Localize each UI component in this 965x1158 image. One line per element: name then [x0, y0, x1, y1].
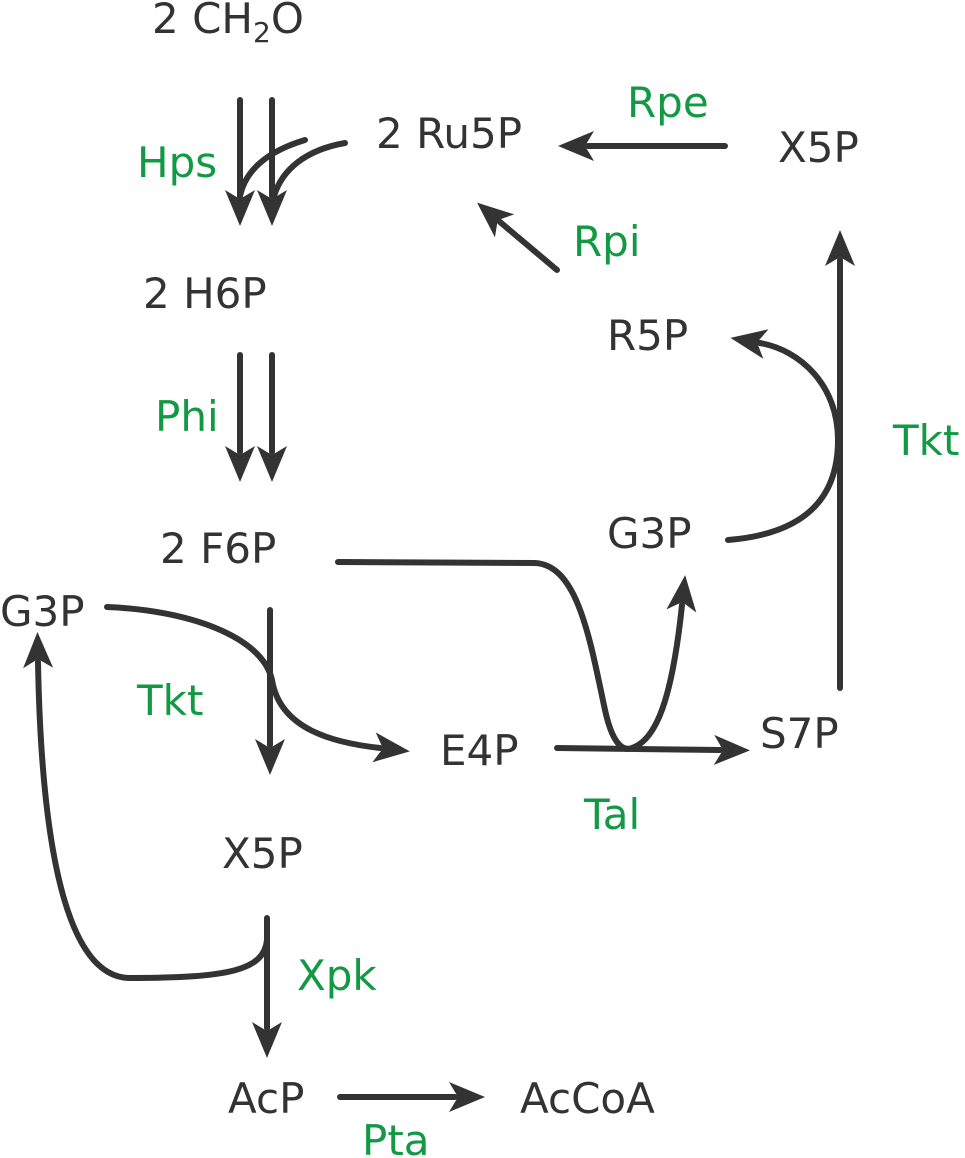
label-ch2o: 2 CH2O	[152, 0, 304, 49]
arrow-xpk-g3p	[23, 632, 270, 981]
enzyme-xpk: Xpk	[297, 951, 377, 1000]
arrow-f6p-tal	[335, 559, 697, 752]
arrow-g3p-e4p	[104, 604, 410, 763]
arrow-e4p-s7p	[554, 734, 750, 765]
enzyme-tkt-left: Tkt	[136, 676, 203, 725]
arrow-ru5p-join-1	[237, 137, 308, 199]
arrow-g3p-r5p	[725, 329, 841, 543]
enzyme-tkt-right: Tkt	[892, 416, 959, 465]
enzyme-tal: Tal	[583, 790, 640, 839]
label-g3p-left: G3P	[0, 587, 85, 636]
label-g3p-right: G3P	[607, 509, 692, 558]
enzyme-pta: Pta	[362, 1116, 430, 1158]
label-x5p-top: X5P	[778, 123, 859, 172]
enzyme-rpe: Rpe	[627, 78, 709, 127]
label-acp: AcP	[228, 1074, 304, 1123]
enzyme-phi: Phi	[155, 392, 219, 441]
enzyme-rpi: Rpi	[573, 217, 641, 266]
label-h6p: 2 H6P	[143, 269, 267, 318]
enzyme-hps: Hps	[137, 138, 217, 187]
label-s7p: S7P	[760, 709, 839, 758]
label-r5p: R5P	[607, 311, 688, 360]
label-ru5p: 2 Ru5P	[376, 109, 522, 158]
label-accoa: AcCoA	[520, 1074, 655, 1123]
label-f6p: 2 F6P	[160, 524, 276, 573]
label-x5p-mid: X5P	[222, 829, 303, 878]
arrow-r5p-ru5p	[477, 202, 560, 273]
arrow-ru5p-join-2	[271, 140, 348, 199]
label-e4p: E4P	[440, 726, 519, 775]
